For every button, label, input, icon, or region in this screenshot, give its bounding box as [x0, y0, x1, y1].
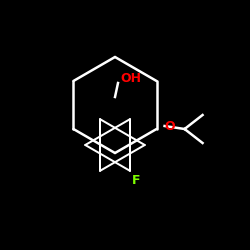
Text: F: F [132, 174, 141, 188]
Text: OH: OH [120, 72, 141, 86]
Text: O: O [164, 120, 175, 132]
